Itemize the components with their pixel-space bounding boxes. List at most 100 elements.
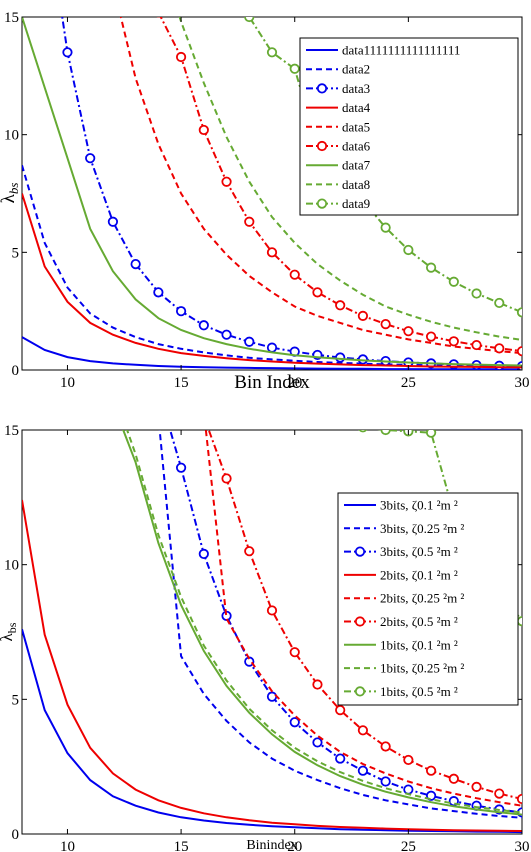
bottom-plot-series-6-marker xyxy=(516,793,522,805)
top-plot-series-9-marker xyxy=(516,307,522,318)
bottom-plot-series-line-8 xyxy=(126,430,522,814)
bottom-plot-xtick-label: 15 xyxy=(174,839,189,852)
top-plot-xtick-label: 25 xyxy=(401,375,416,391)
top-plot-series-6-marker xyxy=(471,339,482,351)
top-plot-series-3-marker xyxy=(175,306,187,317)
bottom-plot-ylabel-main: λ xyxy=(0,632,16,641)
bottom-plot-ytick-label: 0 xyxy=(12,827,20,843)
top-plot-series-line-5 xyxy=(119,17,522,355)
bottom-plot-legend-label-9: 1bits, ζ0.5 ²m ² xyxy=(380,684,458,699)
top-plot-ytick-label: 5 xyxy=(12,245,20,261)
top-plot-series-6-marker xyxy=(244,216,255,227)
bottom-plot-series-6-marker xyxy=(448,773,459,784)
bottom-plot-series-6-marker xyxy=(244,546,255,557)
top-plot-series-6-marker xyxy=(198,124,209,136)
top-plot-legend-marker-9 xyxy=(316,198,328,209)
bottom-plot-series-9-marker xyxy=(358,430,368,433)
bottom-plot-legend-label-1: 3bits, ζ0.1 ²m ² xyxy=(380,498,458,513)
bottom-plot-legend-marker-3 xyxy=(354,546,366,557)
bottom-plot-legend-label-3: 3bits, ζ0.5 ²m ² xyxy=(380,544,458,559)
top-plot-series-6-marker xyxy=(156,17,161,18)
bottom-plot-series-6-marker xyxy=(425,765,437,776)
top-plot-xtick-label: 20 xyxy=(287,375,302,391)
top-plot-legend-label-8: data8 xyxy=(342,177,370,192)
top-plot-series-line-4 xyxy=(22,193,522,369)
bottom-plot-series-3-marker xyxy=(312,737,323,748)
top-plot-series-6-marker xyxy=(494,343,505,354)
bottom-plot-series-3-marker xyxy=(175,462,187,473)
bottom-plot-ytick-label: 5 xyxy=(12,692,20,708)
top-plot-legend-label-5: data5 xyxy=(342,119,370,134)
top-plot-series-6-marker xyxy=(312,287,323,298)
bottom-plot-legend-marker-9 xyxy=(354,686,366,697)
top-plot-legend-label-2: data2 xyxy=(342,62,370,77)
top-plot-series-3-marker xyxy=(198,320,209,331)
top-plot-series-9-marker xyxy=(471,288,482,299)
top-plot-legend-label-1: data1111111111111111 xyxy=(342,43,460,58)
bottom-plot-legend-label-2: 3bits, ζ0.25 ²m ² xyxy=(380,521,464,536)
top-plot-series-line-7 xyxy=(22,17,522,367)
top-plot-series-6-marker xyxy=(221,176,232,187)
top-plot-xtick-label: 15 xyxy=(174,375,189,391)
bottom-plot-series-6-marker xyxy=(380,741,391,752)
bottom-plot-series-6-marker xyxy=(312,679,323,690)
bottom-plot-series-6-marker xyxy=(403,754,414,766)
bottom-plot-series-6-marker xyxy=(266,605,278,616)
top-plot-series-9-marker xyxy=(244,17,255,23)
top-plot-series-3-marker xyxy=(107,216,119,227)
top-plot-series-6-marker xyxy=(380,319,391,330)
bottom-plot-series-3-marker xyxy=(380,776,391,787)
bottom-plot-legend-label-8: 1bits, ζ0.25 ²m ² xyxy=(380,661,464,676)
bottom-plot-xtick-label: 10 xyxy=(60,839,75,852)
top-plot-series-6-marker xyxy=(403,326,414,337)
bottom-plot-series-3-marker xyxy=(357,765,369,776)
bottom-plot-legend-label-7: 1bits, ζ0.1 ²m ² xyxy=(380,637,458,652)
bottom-plot-series-6-marker xyxy=(200,412,208,420)
top-plot-series-9-marker xyxy=(289,63,300,74)
bottom-plot-series-6-marker xyxy=(335,705,346,716)
top-plot-legend-label-3: data3 xyxy=(342,81,370,96)
bottom-plot-xlabel: Binindex xyxy=(246,838,297,852)
bottom-plot-series-3-marker xyxy=(403,784,414,795)
bottom-plot-ylabel: λbs xyxy=(0,622,19,641)
top-plot-series-line-8 xyxy=(178,17,522,341)
bottom-plot-series-9-marker xyxy=(336,420,344,428)
top-plot-legend-marker-3 xyxy=(316,83,328,94)
top-plot-legend: data1111111111111111 data2 data3 data4 data5… xyxy=(299,37,519,216)
top-plot-series-9-marker xyxy=(403,244,414,256)
top-plot-series-9-marker xyxy=(448,276,459,287)
bottom-plot-ytick-label: 10 xyxy=(4,558,19,574)
top-plot-series-3-marker xyxy=(335,352,346,363)
top-plot-series-3-marker xyxy=(153,287,164,298)
top-plot-legend-label-9: data9 xyxy=(342,196,370,211)
top-plot-series-line-2 xyxy=(22,165,522,368)
top-plot-legend-label-4: data4 xyxy=(342,100,371,115)
bottom-plot-series-line-4 xyxy=(22,499,522,832)
top-plot-xtick-label: 30 xyxy=(515,375,530,391)
bottom-plot-legend-label-4: 2bits, ζ0.1 ²m ² xyxy=(380,567,458,582)
top-plot-legend-label-7: data7 xyxy=(342,158,371,173)
top-plot-series-9-marker xyxy=(494,297,505,309)
bottom-plot-series-6-marker xyxy=(289,647,300,658)
top-plot-xtick-label: 10 xyxy=(60,375,75,391)
top-plot-series-9-marker xyxy=(380,222,391,233)
top-plot-series-3-marker xyxy=(244,336,255,347)
top-plot-series-9-marker xyxy=(425,262,437,273)
bottom-plot-series-line-5 xyxy=(204,430,522,807)
top-plot-series-line-1 xyxy=(22,336,522,370)
bottom-plot-series-line-1 xyxy=(22,629,522,834)
bottom-plot-series-3-marker xyxy=(198,548,209,559)
top-plot-ylabel-sub: bs xyxy=(6,183,21,195)
top-plot-legend-label-6: data6 xyxy=(342,139,371,154)
top-plot-ticks-layer: 10 15 20 25 30 0 5 10 15 xyxy=(4,10,530,391)
bottom-plot-series-3-marker xyxy=(289,717,300,728)
top-plot-series-6-marker xyxy=(357,310,369,321)
top-plot-series-6-marker xyxy=(448,336,459,347)
top-plot-series-6-marker xyxy=(289,269,300,280)
top-plot-series-9-marker xyxy=(266,47,278,58)
top-plot-series-6-marker xyxy=(266,247,278,258)
bottom-plot-series-9-marker xyxy=(380,430,391,436)
top-plot-series-3-marker xyxy=(85,153,96,164)
